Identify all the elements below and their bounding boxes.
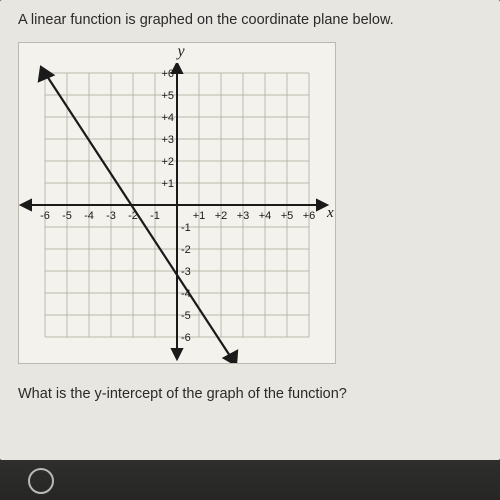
svg-text:-6: -6 [181, 332, 191, 344]
device-nav-bar [0, 460, 500, 500]
y-tick-labels-pos: +6 +5 +4 +3 +2 +1 [161, 68, 174, 190]
svg-text:+6: +6 [303, 210, 316, 222]
svg-text:+2: +2 [215, 210, 228, 222]
x-axis-label: x [326, 205, 334, 221]
svg-text:-3: -3 [106, 210, 116, 222]
svg-text:-1: -1 [181, 222, 191, 234]
coordinate-plane: x -6 -5 -4 -3 -2 -1 +1 +2 +3 +4 +5 +6 +6… [19, 63, 335, 363]
svg-text:+3: +3 [237, 210, 250, 222]
svg-text:-5: -5 [62, 210, 72, 222]
home-button-icon[interactable] [28, 468, 54, 494]
graph-panel: y [18, 42, 336, 364]
svg-text:-2: -2 [181, 244, 191, 256]
svg-text:-6: -6 [40, 210, 50, 222]
svg-text:+6: +6 [161, 68, 174, 80]
svg-text:+2: +2 [161, 156, 174, 168]
svg-text:-3: -3 [181, 266, 191, 278]
svg-text:+5: +5 [281, 210, 294, 222]
y-axis-label: y [27, 43, 335, 61]
problem-prompt: A linear function is graphed on the coor… [18, 12, 482, 28]
svg-text:-5: -5 [181, 310, 191, 322]
svg-text:-1: -1 [150, 210, 160, 222]
worksheet-page: A linear function is graphed on the coor… [0, 0, 500, 460]
svg-text:-4: -4 [84, 210, 94, 222]
svg-text:+4: +4 [161, 112, 174, 124]
svg-text:+1: +1 [193, 210, 206, 222]
problem-question: What is the y-intercept of the graph of … [18, 386, 482, 402]
svg-text:+4: +4 [259, 210, 272, 222]
svg-text:+3: +3 [161, 134, 174, 146]
svg-text:+5: +5 [161, 90, 174, 102]
svg-text:+1: +1 [161, 178, 174, 190]
